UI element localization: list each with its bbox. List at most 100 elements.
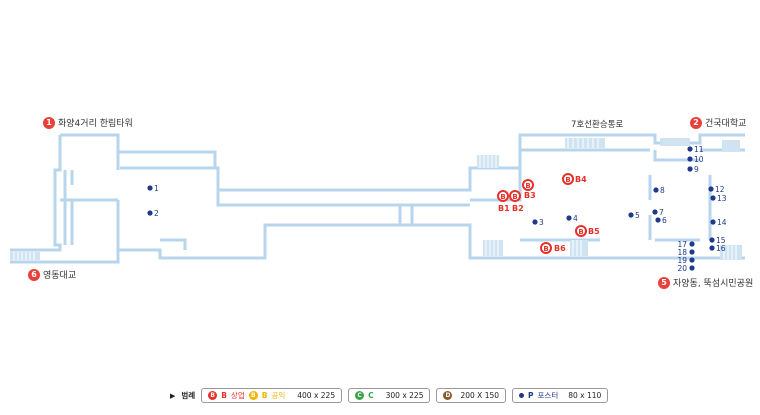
- legend-b-public-icon: B: [248, 391, 258, 400]
- ad-spot-2[interactable]: [147, 210, 153, 216]
- exit-1[interactable]: 1 화양4거리 한림타워: [43, 116, 133, 129]
- legend-c-box: C C 300 x 225: [348, 388, 431, 403]
- legend-arrow-icon: ▶: [170, 391, 176, 400]
- exit-5[interactable]: 5 자양동, 뚝섬시민공원: [658, 276, 753, 289]
- ad-spot-label-8: 8: [660, 186, 665, 195]
- ad-spot-3[interactable]: [532, 219, 538, 225]
- ad-spot-14[interactable]: [710, 219, 716, 225]
- legend-p-label: 포스터: [537, 391, 559, 400]
- ad-spot-label-5: 5: [635, 211, 640, 220]
- legend-d-size: 200 X 150: [460, 391, 500, 400]
- stair-lines: [13, 138, 737, 260]
- legend-b-commercial-icon: B: [208, 391, 218, 400]
- ad-spot-label-13: 13: [717, 194, 727, 203]
- b-spot-glyph-B4: B: [565, 176, 570, 184]
- ad-spot-label-7: 7: [659, 208, 664, 217]
- ad-spot-9[interactable]: [687, 166, 693, 172]
- b-spot-glyph-B1: B: [500, 193, 505, 201]
- b-spot-B1[interactable]: [497, 190, 509, 202]
- legend-b-size: 400 x 225: [297, 391, 336, 400]
- ad-spot-label-2: 2: [154, 209, 159, 218]
- exit-number-badge: 2: [690, 116, 702, 129]
- stairs: [10, 138, 742, 260]
- ad-spot-label-15: 15: [716, 236, 726, 245]
- exit-label: 영동대교: [43, 271, 77, 281]
- legend-c-letter: C: [368, 391, 374, 400]
- exit-2[interactable]: 2 건국대학교: [690, 116, 746, 129]
- legend-c-size: 300 x 225: [385, 391, 424, 400]
- exit-label: 건국대학교: [705, 119, 747, 129]
- legend-d-icon: D: [443, 391, 453, 400]
- ad-spot-label-20: 20: [677, 264, 687, 273]
- ad-spot-7[interactable]: [652, 209, 658, 215]
- map-legend: ▶ 범례 B B 상업 B B 공익 400 x 225 C C 300 x 2…: [170, 388, 609, 403]
- legend-b-box: B B 상업 B B 공익 400 x 225: [201, 388, 343, 403]
- ad-spot-11[interactable]: [687, 146, 693, 152]
- b-spot-B5[interactable]: [575, 225, 587, 237]
- legend-b-commercial-letter: B: [221, 391, 227, 400]
- ad-spot-label-3: 3: [539, 218, 544, 227]
- exit-number-badge: 6: [28, 268, 40, 281]
- b-spot-B6[interactable]: [540, 242, 552, 254]
- b-spot-label-B4: B4: [575, 175, 587, 184]
- b-spot-label-B5: B5: [588, 227, 600, 236]
- b-spot-label-B2: B2: [512, 204, 524, 213]
- ad-spot-label-10: 10: [694, 155, 704, 164]
- ad-spot-13[interactable]: [710, 195, 716, 201]
- legend-p-dot-icon: [519, 393, 525, 398]
- legend-b-public-letter: B: [261, 391, 268, 400]
- ad-spot-6[interactable]: [655, 217, 661, 223]
- ad-spot-label-12: 12: [715, 185, 725, 194]
- ad-spot-label-19: 19: [677, 256, 687, 265]
- legend-title: 범례: [181, 391, 196, 400]
- b-spot-glyph-B2: B: [512, 193, 517, 201]
- b-spot-glyph-B5: B: [578, 228, 583, 236]
- b-spot-B4[interactable]: [562, 173, 574, 185]
- legend-b-commercial-label: 상업: [230, 391, 245, 400]
- legend-p-size: 80 x 110: [568, 391, 602, 400]
- ad-spot-5[interactable]: [628, 212, 634, 218]
- b-spot-label-B6: B6: [554, 244, 566, 253]
- ad-spot-18[interactable]: [689, 249, 695, 255]
- ad-spot-label-4: 4: [573, 214, 578, 223]
- ad-spot-4[interactable]: [566, 215, 572, 221]
- ad-spot-19[interactable]: [689, 257, 695, 263]
- b-spot-label-B3: B3: [524, 191, 536, 200]
- exit-number-badge: 1: [43, 116, 55, 129]
- ad-spot-8[interactable]: [653, 187, 659, 193]
- b-spot-label-B1: B1: [498, 204, 510, 213]
- b-spot-B3[interactable]: [522, 179, 534, 191]
- b-spot-glyph-B3: B: [525, 182, 530, 190]
- ad-spot-16[interactable]: [709, 245, 715, 251]
- station-walls: [10, 133, 745, 264]
- ad-spot-label-17: 17: [677, 240, 687, 249]
- ad-spot-label-18: 18: [677, 248, 687, 257]
- exit-label: 화양4거리 한림타워: [58, 119, 133, 129]
- exit-number-badge: 5: [658, 276, 670, 289]
- ad-spot-label-14: 14: [717, 218, 727, 227]
- legend-p-box: P 포스터 80 x 110: [512, 388, 609, 403]
- b-spot-B2[interactable]: [509, 190, 521, 202]
- ad-spot-17[interactable]: [689, 241, 695, 247]
- ad-spot-12[interactable]: [708, 186, 714, 192]
- ad-spot-label-11: 11: [694, 145, 704, 154]
- transfer-passage-label: 7호선환승통로: [571, 120, 624, 130]
- ad-spot-label-6: 6: [662, 216, 667, 225]
- legend-b-public-label: 공익: [271, 391, 286, 400]
- ad-spot-label-16: 16: [716, 244, 726, 253]
- ad-spot-20[interactable]: [689, 265, 695, 271]
- ad-spot-10[interactable]: [687, 156, 693, 162]
- legend-d-box: D 200 X 150: [436, 388, 507, 403]
- legend-p-letter: P: [528, 391, 534, 400]
- ad-spot-1[interactable]: [147, 185, 153, 191]
- ad-spot-15[interactable]: [709, 237, 715, 243]
- ad-spot-label-1: 1: [154, 184, 159, 193]
- exit-6[interactable]: 6 영동대교: [28, 268, 76, 281]
- ad-spot-label-9: 9: [694, 165, 699, 174]
- exit-label: 자양동, 뚝섬시민공원: [673, 279, 754, 289]
- legend-c-icon: C: [355, 391, 365, 400]
- b-spot-glyph-B6: B: [543, 245, 548, 253]
